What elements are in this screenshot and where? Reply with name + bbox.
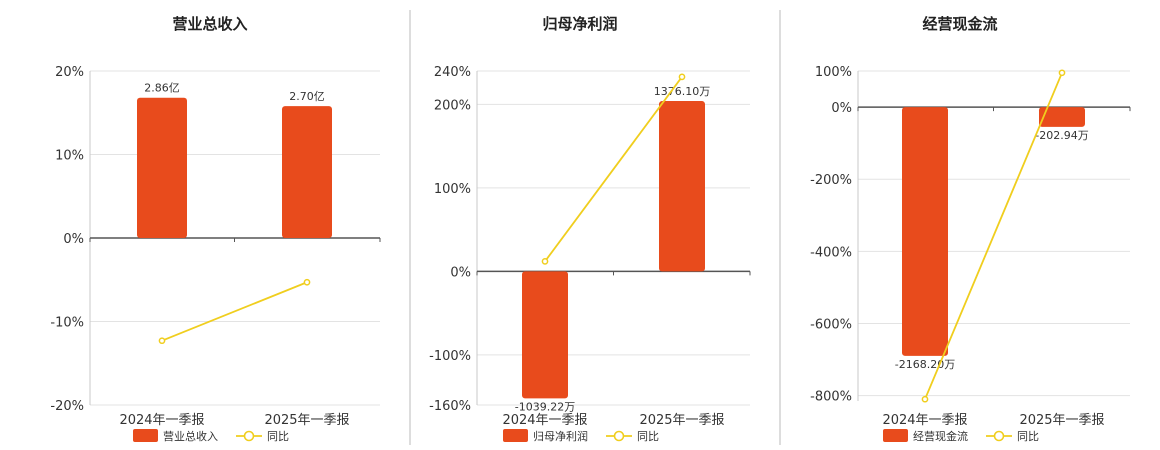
yoy-line [161,281,308,342]
chart-title: 营业总收入 [172,15,247,33]
chart-title: 经营现金流 [922,15,997,33]
legend-line-label: 同比 [267,430,289,443]
bar [282,106,332,238]
y-tick-label: -20% [50,399,84,414]
y-tick-label: -800% [810,390,852,405]
legend: 归母净利润 同比 [503,429,659,443]
yoy-point [1058,69,1066,77]
bar [522,271,568,399]
bar-data-label: 1376.10万 [654,85,711,98]
y-tick-label: 100% [434,182,471,197]
y-tick-label: 20% [55,65,84,80]
x-category-label: 2025年一季报 [1019,413,1104,428]
y-tick-label: -10% [50,316,84,331]
bar-data-label: -202.94万 [1035,129,1088,142]
bar-data-label: 2.70亿 [289,90,325,103]
chart-panel-1: 营业总收入 20% 10% 0% -10% -20% 2.86亿 2.70亿 2024年一季报 2… [50,15,381,443]
legend: 营业总收入 同比 [133,429,289,443]
yoy-point [541,258,549,265]
x-category-label: 2024年一季报 [502,413,587,428]
yoy-point [678,73,686,81]
legend-bar-label: 经营现金流 [913,429,968,443]
y-tick-label: 0% [450,265,471,280]
bar [137,97,187,238]
chart-panel-3: 经营现金流 100% 0% -200% -400% -600% -800% -2168.20万… [810,15,1131,443]
yoy-point [921,395,929,403]
y-tick-label: 0% [63,232,84,247]
chart-panel-2: 归母净利润 240% 200% 100% 0% -100% -160% -1039.22万 13… [429,15,751,443]
legend-line-marker [613,430,625,442]
y-tick-label: 240% [434,65,471,80]
bar [1039,107,1085,127]
bar-data-label: -1039.22万 [515,400,575,413]
y-tick-label: -160% [429,399,471,414]
legend-line-marker [243,430,255,442]
bar-data-label: 2.86亿 [144,82,180,95]
bar [659,101,705,272]
x-category-label: 2025年一季报 [264,413,349,428]
legend-line-label: 同比 [637,430,659,443]
legend-bar-label: 营业总收入 [163,429,218,443]
y-tick-label: -400% [810,245,852,260]
x-category-label: 2024年一季报 [119,413,204,428]
chart-title: 归母净利润 [542,15,617,33]
yoy-point [303,278,311,286]
y-tick-label: 100% [815,65,852,80]
bar-data-label: -2168.20万 [895,358,955,371]
legend-line-label: 同比 [1017,430,1039,443]
legend-bar-swatch [883,429,908,442]
yoy-line [544,76,683,262]
y-tick-label: -100% [429,349,471,364]
bar [902,107,948,356]
y-tick-label: 10% [55,149,84,164]
y-tick-label: -200% [810,173,852,188]
y-tick-label: 0% [831,101,852,116]
legend-bar-label: 归母净利润 [533,429,588,443]
yoy-point [158,337,166,345]
y-tick-label: -600% [810,317,852,332]
yoy-line [924,72,1063,400]
legend: 经营现金流 同比 [883,429,1039,443]
x-category-label: 2024年一季报 [882,413,967,428]
legend-line-marker [993,430,1005,442]
legend-bar-swatch [133,429,158,442]
y-tick-label: 200% [434,98,471,113]
legend-bar-swatch [503,429,528,442]
x-category-label: 2025年一季报 [639,413,724,428]
